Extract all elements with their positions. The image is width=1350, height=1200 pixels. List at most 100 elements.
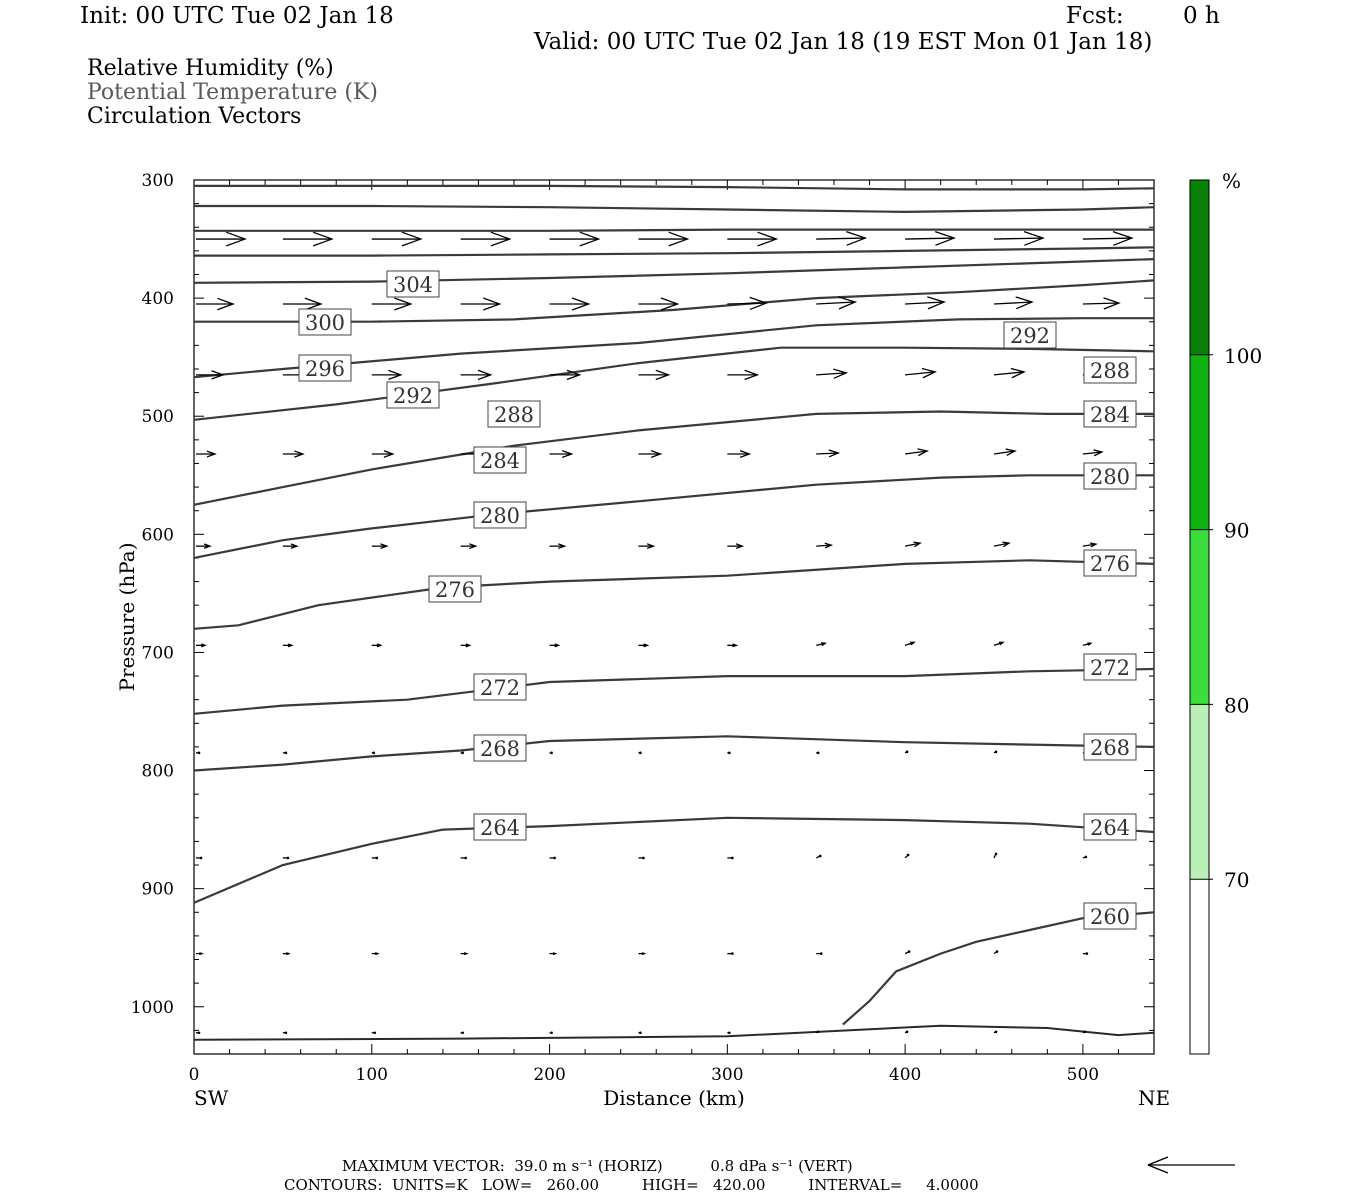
circulation-vector (460, 369, 493, 381)
contour-label: 264 (473, 813, 527, 841)
svg-text:260: 260 (1090, 905, 1130, 929)
contour-label: 264 (1083, 813, 1137, 841)
x-tick-label: 100 (356, 1065, 388, 1085)
circulation-vector (727, 369, 760, 381)
svg-text:268: 268 (1090, 736, 1130, 760)
circulation-vector (638, 450, 663, 459)
circulation-vector (993, 641, 1005, 646)
colorbar-segment (1190, 180, 1209, 355)
x-tick-label: 400 (889, 1065, 921, 1085)
circulation-vector (638, 952, 647, 956)
circulation-vector (196, 543, 212, 549)
circulation-vector (460, 856, 467, 860)
colorbar-segment (1190, 704, 1209, 880)
circulation-vector (993, 296, 1034, 310)
circulation-vector (816, 542, 834, 549)
circulation-vector (282, 231, 334, 247)
circulation-vector (993, 950, 999, 955)
circulation-vector (371, 231, 423, 247)
legend-circulation-vectors: Circulation Vectors (87, 104, 302, 129)
svg-text:292: 292 (1010, 324, 1050, 348)
circulation-vector (727, 1031, 731, 1035)
y-tick-label: 1000 (131, 998, 174, 1018)
circulation-vector (549, 543, 567, 550)
svg-text:264: 264 (480, 816, 520, 840)
theta-contour-276 (193, 559, 1155, 630)
circulation-vector (282, 450, 305, 458)
circulation-vectors (196, 230, 1134, 1035)
y-tick-label: 500 (142, 407, 174, 427)
y-axis-label: Pressure (hPa) (115, 543, 139, 692)
circulation-vector (282, 643, 294, 648)
circulation-vector (460, 952, 469, 956)
x-tick-label: 300 (711, 1065, 743, 1085)
svg-text:300: 300 (305, 311, 345, 335)
circulation-vector (196, 643, 207, 648)
theta-contour-308 (194, 228, 1154, 232)
contour-label: 300 (298, 308, 352, 336)
reference-vector-arrow (1147, 1156, 1235, 1174)
circulation-vector (816, 642, 828, 647)
x-tick-label: 500 (1067, 1065, 1099, 1085)
circulation-vector (993, 750, 998, 754)
circulation-vector (727, 751, 731, 755)
circulation-vector (460, 751, 464, 755)
circulation-vector (371, 297, 413, 311)
circulation-vector (816, 449, 841, 458)
theta-contour-304 (194, 246, 1155, 257)
circulation-vector (816, 368, 849, 379)
x-axis-label: Distance (km) (603, 1086, 745, 1110)
contour-label: 292 (386, 381, 440, 409)
circulation-vector (282, 952, 291, 956)
circulation-vector (549, 952, 558, 956)
circulation-vector (816, 952, 823, 955)
circulation-vector (196, 751, 201, 755)
contour-label: 288 (1083, 356, 1137, 384)
circulation-vector (1082, 297, 1121, 310)
theta-contour-316 (194, 184, 1155, 191)
circulation-vector (196, 450, 217, 458)
colorbar-level-label: 70 (1224, 868, 1249, 892)
circulation-vector (816, 230, 868, 246)
max-vector-note: MAXIMUM VECTOR: 39.0 m s⁻¹ (HORIZ) 0.8 d… (342, 1157, 853, 1175)
svg-text:284: 284 (1090, 403, 1130, 427)
circulation-vector (549, 751, 553, 755)
contour-label: 276 (1083, 549, 1137, 577)
contour-label: 280 (1083, 462, 1137, 490)
circulation-vector (371, 856, 379, 860)
contour-label: 304 (386, 270, 440, 298)
circulation-vector (727, 543, 745, 550)
circulation-vector (993, 448, 1017, 457)
circulation-vector (282, 1031, 288, 1035)
x-axis: 0 100 200 300 400 500 (189, 180, 1119, 1085)
theta-contour-280 (193, 474, 1154, 559)
circulation-vector (549, 369, 582, 381)
init-time: Init: 00 UTC Tue 02 Jan 18 (80, 3, 394, 29)
colorbar-level-label: 80 (1224, 693, 1249, 717)
circulation-vector (1082, 1030, 1087, 1034)
colorbar-level-label: 100 (1224, 344, 1262, 368)
circulation-vector (815, 1030, 820, 1034)
circulation-vector (1082, 230, 1134, 246)
circulation-vector (993, 852, 998, 859)
circulation-vector (727, 952, 734, 955)
circulation-vector (904, 750, 909, 754)
y-axis: 300 400 500 600 700 800 900 1000 (131, 171, 1154, 1055)
theta-contour-284 (193, 410, 1154, 506)
circulation-vector (905, 367, 937, 379)
circulation-vector (460, 643, 472, 648)
circulation-vector (282, 856, 290, 860)
circulation-vector (816, 751, 820, 755)
circulation-vector (371, 751, 376, 755)
forecast-hour: 0 h (1183, 3, 1220, 29)
circulation-vector (993, 1030, 998, 1034)
svg-text:272: 272 (480, 676, 520, 700)
contour-label: 284 (473, 446, 527, 474)
y-tick-label: 700 (142, 643, 174, 663)
circulation-vector (460, 297, 502, 311)
forecast-label: Fcst: (1066, 3, 1124, 29)
circulation-vector (638, 856, 645, 860)
circulation-vector (371, 543, 389, 550)
circulation-vector (1082, 449, 1104, 457)
circulation-vector (904, 853, 910, 859)
